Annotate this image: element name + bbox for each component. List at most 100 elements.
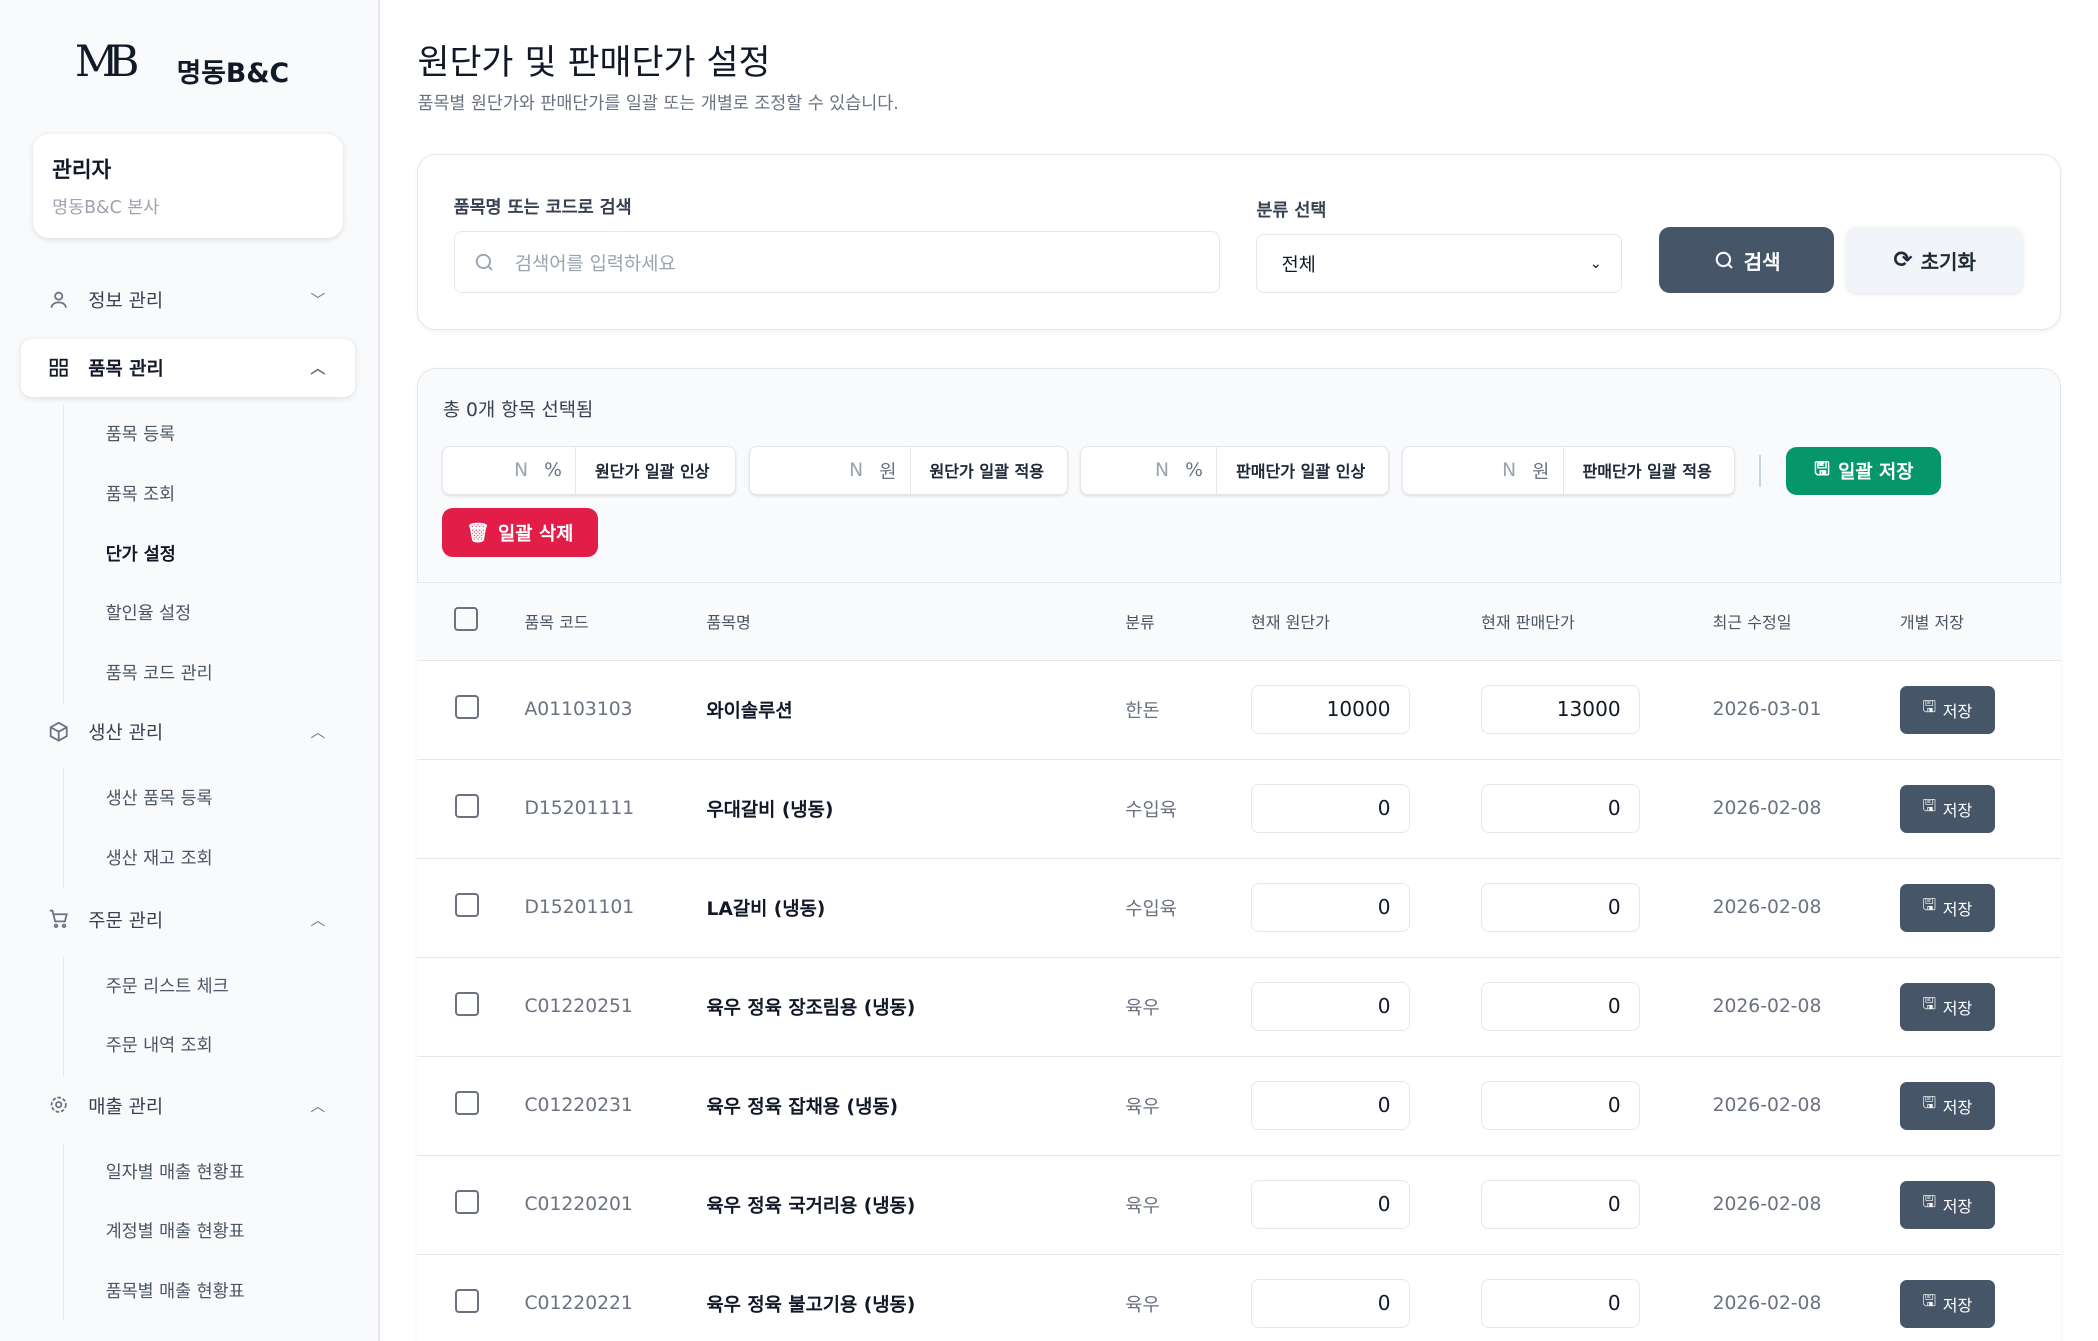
category-select[interactable]: 전체 ⌄ bbox=[1256, 234, 1622, 293]
row-save-button[interactable]: 🖫 저장 bbox=[1899, 1279, 1995, 1328]
search-label: 품목명 또는 코드로 검색 bbox=[453, 198, 632, 218]
cost-input[interactable]: 0 bbox=[1250, 1179, 1411, 1230]
row-checkbox[interactable] bbox=[454, 794, 479, 819]
cost-input[interactable]: 0 bbox=[1250, 1278, 1411, 1329]
nav-subitem[interactable]: 품목별 매출 현황표 bbox=[105, 1281, 245, 1302]
item-name: 와이솔루션 bbox=[706, 660, 1126, 760]
price-input[interactable]: 0 bbox=[1481, 882, 1641, 933]
logo: MB bbox=[74, 37, 140, 88]
cost-input[interactable]: 0 bbox=[1250, 981, 1411, 1032]
price-input[interactable]: 0 bbox=[1481, 1179, 1641, 1230]
row-checkbox[interactable] bbox=[454, 1190, 479, 1215]
item-name: 육우 정육 장조림용 (냉동) bbox=[706, 957, 1126, 1057]
price-input[interactable]: 0 bbox=[1481, 1278, 1641, 1329]
item-code: C01220231 bbox=[524, 1056, 707, 1156]
cost-input[interactable]: 10000 bbox=[1250, 684, 1411, 735]
save-icon: 🖫 bbox=[1922, 1192, 1937, 1212]
nav-gear[interactable]: 매출 관리 ︿ bbox=[21, 1076, 354, 1135]
cost-input[interactable]: 0 bbox=[1250, 783, 1411, 834]
bulk-amount-input[interactable]: N% bbox=[443, 446, 577, 495]
chevron-down-icon: ﹀ bbox=[310, 292, 326, 310]
nav-user[interactable]: 정보 관리 ﹀ bbox=[21, 270, 354, 329]
user-card: 관리자 명동B&C 본사 bbox=[33, 133, 343, 239]
item-category: 육우 bbox=[1125, 1254, 1251, 1341]
item-category: 수입육 bbox=[1125, 759, 1251, 859]
row-checkbox[interactable] bbox=[454, 1091, 479, 1116]
row-save-button[interactable]: 🖫 저장 bbox=[1899, 784, 1995, 833]
price-input[interactable]: 13000 bbox=[1481, 684, 1641, 735]
bulk-apply-button[interactable]: 판매단가 일괄 인상 bbox=[1235, 462, 1366, 482]
nav-cart[interactable]: 주문 관리 ︿ bbox=[21, 890, 354, 949]
row-checkbox[interactable] bbox=[454, 1289, 479, 1314]
modified-date: 2026-02-08 bbox=[1712, 1155, 1900, 1255]
row-save-button[interactable]: 🖫 저장 bbox=[1899, 982, 1995, 1031]
item-name: 우대갈비 (냉동) bbox=[706, 759, 1126, 859]
nav-subitem[interactable]: 생산 품목 등록 bbox=[105, 789, 213, 810]
save-icon: 🖫 bbox=[1922, 1291, 1937, 1311]
nav-subitem[interactable]: 주문 내역 조회 bbox=[105, 1036, 213, 1057]
nav-grid[interactable]: 품목 관리 ︿ bbox=[21, 338, 355, 398]
nav-subitem[interactable]: 일자별 매출 현황표 bbox=[105, 1162, 245, 1183]
divider bbox=[1759, 454, 1761, 488]
nav-box[interactable]: 생산 관리 ︿ bbox=[21, 702, 354, 761]
search-button[interactable]: 검색 bbox=[1659, 227, 1835, 293]
nav-subitem[interactable]: 생산 재고 조회 bbox=[105, 848, 213, 869]
nav-subitem[interactable]: 품목 등록 bbox=[105, 425, 176, 446]
nav-subitem[interactable]: 단가 설정 bbox=[105, 544, 176, 565]
bulk-delete-button[interactable]: 🗑 일괄 삭제 bbox=[441, 508, 599, 557]
row-save-button[interactable]: 🖫 저장 bbox=[1899, 1081, 1995, 1130]
item-name: 육우 정육 국거리용 (냉동) bbox=[706, 1155, 1126, 1255]
price-input[interactable]: 0 bbox=[1481, 1080, 1641, 1131]
price-table: 품목 코드 품목명 분류 현재 원단가 현재 판매단가 최근 수정일 개별 저장… bbox=[417, 582, 2061, 1341]
col-cost: 현재 원단가 bbox=[1250, 582, 1482, 661]
table-row: C01220231 육우 정육 잡채용 (냉동) 육우 0 0 2026-02-… bbox=[417, 1056, 2061, 1156]
reset-button[interactable]: ⟳ 초기화 bbox=[1846, 227, 2024, 293]
row-checkbox[interactable] bbox=[454, 992, 479, 1017]
item-code: C01220201 bbox=[524, 1155, 707, 1255]
nav-subitem[interactable]: 계정별 매출 현황표 bbox=[105, 1222, 245, 1243]
bulk-apply-button[interactable]: 판매단가 일괄 적용 bbox=[1582, 462, 1712, 482]
search-input[interactable]: 검색어를 입력하세요 bbox=[453, 231, 1221, 294]
cost-input[interactable]: 0 bbox=[1250, 1080, 1411, 1131]
category-label: 분류 선택 bbox=[1256, 200, 1327, 221]
item-code: A01103103 bbox=[524, 660, 707, 760]
nav-subitem[interactable]: 품목 조회 bbox=[105, 485, 176, 505]
col-code: 품목 코드 bbox=[524, 582, 707, 661]
bulk-control: N% 원단가 일괄 인상 bbox=[441, 445, 736, 496]
grid-icon bbox=[48, 357, 69, 378]
item-category: 육우 bbox=[1125, 1056, 1251, 1156]
table-row: C01220251 육우 정육 장조림용 (냉동) 육우 0 0 2026-02… bbox=[417, 957, 2061, 1057]
table-row: A01103103 와이솔루션 한돈 10000 13000 2026-03-0… bbox=[417, 660, 2061, 760]
row-save-button[interactable]: 🖫 저장 bbox=[1899, 883, 1995, 932]
nav-subitem[interactable]: 품목 코드 관리 bbox=[105, 663, 213, 684]
bulk-apply-button[interactable]: 원단가 일괄 적용 bbox=[929, 462, 1045, 482]
chevron-up-icon: ︿ bbox=[310, 360, 326, 378]
nav-subitem[interactable]: 주문 리스트 체크 bbox=[105, 976, 229, 997]
select-all-checkbox[interactable] bbox=[453, 607, 478, 632]
modified-date: 2026-02-08 bbox=[1712, 957, 1900, 1057]
bulk-save-button[interactable]: 🖫 일괄 저장 bbox=[1786, 446, 1942, 496]
item-code: D15201111 bbox=[524, 759, 707, 859]
price-input[interactable]: 0 bbox=[1481, 783, 1641, 834]
save-icon: 🖫 bbox=[1922, 994, 1937, 1014]
nav-subitem[interactable]: 할인율 설정 bbox=[105, 604, 192, 625]
item-name: LA갈비 (냉동) bbox=[706, 858, 1126, 958]
user-role: 관리자 bbox=[52, 157, 112, 183]
cost-input[interactable]: 0 bbox=[1250, 882, 1411, 933]
bulk-apply-button[interactable]: 원단가 일괄 인상 bbox=[595, 462, 710, 482]
user-icon bbox=[48, 289, 69, 310]
bulk-control: N 원 원단가 일괄 적용 bbox=[749, 445, 1068, 496]
bulk-amount-input[interactable]: N% bbox=[1081, 446, 1218, 495]
modified-date: 2026-02-08 bbox=[1712, 858, 1900, 958]
row-checkbox[interactable] bbox=[454, 695, 479, 720]
row-save-button[interactable]: 🖫 저장 bbox=[1899, 685, 1995, 734]
col-price: 현재 판매단가 bbox=[1481, 582, 1713, 661]
row-save-button[interactable]: 🖫 저장 bbox=[1899, 1180, 1995, 1229]
brand-name: 명동B&C bbox=[176, 57, 290, 89]
row-checkbox[interactable] bbox=[454, 893, 479, 918]
nav-tree-line bbox=[62, 956, 65, 1076]
price-input[interactable]: 0 bbox=[1481, 981, 1641, 1032]
